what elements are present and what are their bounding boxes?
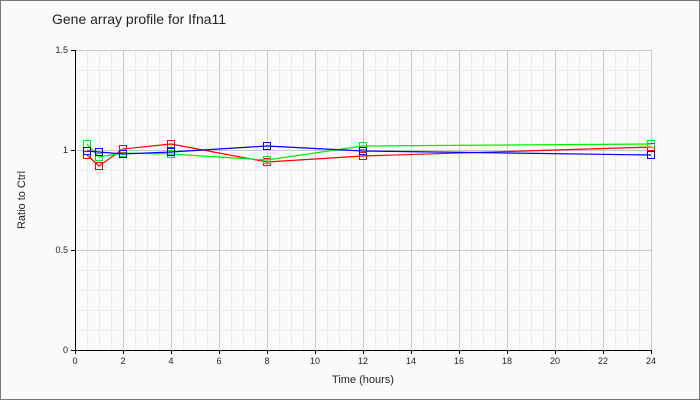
y-tick-label: 1.5 <box>55 45 68 55</box>
y-tick-label: 0.5 <box>55 245 68 255</box>
data-point-marker <box>95 162 103 170</box>
series-line-2 <box>86 145 652 156</box>
data-point-marker <box>647 140 655 148</box>
series-line-1 <box>86 143 652 161</box>
x-tick-label: 14 <box>406 356 416 366</box>
data-point-marker <box>119 150 127 158</box>
x-tick-label: 24 <box>646 356 656 366</box>
series-line-0 <box>86 143 652 167</box>
x-tick-label: 8 <box>264 356 269 366</box>
data-point-marker <box>83 147 91 155</box>
data-point-marker <box>95 148 103 156</box>
data-point-marker <box>359 152 367 160</box>
data-point-marker <box>263 156 271 164</box>
x-tick-label: 16 <box>454 356 464 366</box>
x-tick-label: 22 <box>598 356 608 366</box>
x-axis-label: Time (hours) <box>332 374 394 386</box>
data-point-marker <box>167 148 175 156</box>
x-tick-label: 4 <box>168 356 173 366</box>
data-point-marker <box>359 142 367 150</box>
x-tick-label: 10 <box>310 356 320 366</box>
x-tick-label: 18 <box>502 356 512 366</box>
y-tick-label: 0 <box>63 345 68 355</box>
x-tick-label: 20 <box>550 356 560 366</box>
data-point-marker <box>359 147 367 155</box>
data-point-marker <box>95 153 103 161</box>
chart-title: Gene array profile for Ifna11 <box>52 11 227 27</box>
x-tick-label: 6 <box>216 356 221 366</box>
data-point-marker <box>647 151 655 159</box>
x-tick-label: 2 <box>120 356 125 366</box>
y-axis-label: Ratio to Ctrl <box>16 171 28 229</box>
y-tick-label: 1 <box>63 145 68 155</box>
x-tick-label: 0 <box>72 356 77 366</box>
data-point-marker <box>263 142 271 150</box>
data-point-marker <box>167 140 175 148</box>
x-tick-label: 12 <box>358 356 368 366</box>
